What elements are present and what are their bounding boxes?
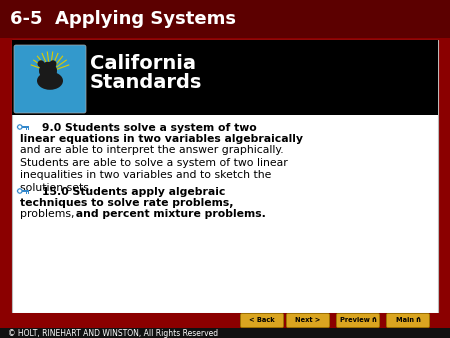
Text: Standards: Standards bbox=[90, 73, 202, 92]
Text: and percent mixture problems.: and percent mixture problems. bbox=[72, 209, 266, 219]
Circle shape bbox=[17, 188, 23, 194]
Circle shape bbox=[37, 60, 45, 67]
Text: problems,: problems, bbox=[20, 209, 75, 219]
Circle shape bbox=[50, 60, 57, 67]
FancyBboxPatch shape bbox=[387, 314, 429, 328]
FancyBboxPatch shape bbox=[287, 314, 329, 328]
Text: California: California bbox=[90, 54, 196, 73]
FancyBboxPatch shape bbox=[337, 314, 379, 328]
Bar bbox=[0, 0, 450, 38]
Text: techniques to solve rate problems,: techniques to solve rate problems, bbox=[20, 198, 234, 208]
Text: Preview ñ: Preview ñ bbox=[340, 317, 376, 323]
Circle shape bbox=[18, 189, 22, 193]
Bar bbox=[22, 190, 29, 192]
Bar bbox=[28, 192, 29, 194]
Text: 15.0 Students apply algebraic: 15.0 Students apply algebraic bbox=[42, 187, 225, 197]
Circle shape bbox=[18, 125, 22, 128]
Text: < Back: < Back bbox=[249, 317, 275, 323]
Bar bbox=[0, 313, 450, 338]
Bar bbox=[28, 128, 29, 129]
FancyBboxPatch shape bbox=[14, 45, 86, 113]
Bar bbox=[0, 328, 450, 338]
Bar bbox=[12, 40, 438, 313]
Text: 6-5  Applying Systems: 6-5 Applying Systems bbox=[10, 10, 236, 28]
Text: © HOLT, RINEHART AND WINSTON, All Rights Reserved: © HOLT, RINEHART AND WINSTON, All Rights… bbox=[8, 329, 218, 338]
Text: Next >: Next > bbox=[295, 317, 321, 323]
Text: and are able to interpret the answer graphically.
Students are able to solve a s: and are able to interpret the answer gra… bbox=[20, 145, 288, 193]
Ellipse shape bbox=[37, 72, 63, 90]
Text: linear equations in two variables algebraically: linear equations in two variables algebr… bbox=[20, 134, 303, 144]
FancyBboxPatch shape bbox=[240, 314, 284, 328]
Bar bbox=[26, 128, 27, 129]
Text: 9.0 Students solve a system of two: 9.0 Students solve a system of two bbox=[42, 123, 257, 133]
Circle shape bbox=[17, 124, 23, 130]
Bar bbox=[22, 126, 29, 128]
Bar bbox=[26, 192, 27, 194]
Bar bbox=[12, 40, 438, 115]
Circle shape bbox=[39, 62, 57, 80]
Text: Main ñ: Main ñ bbox=[396, 317, 420, 323]
